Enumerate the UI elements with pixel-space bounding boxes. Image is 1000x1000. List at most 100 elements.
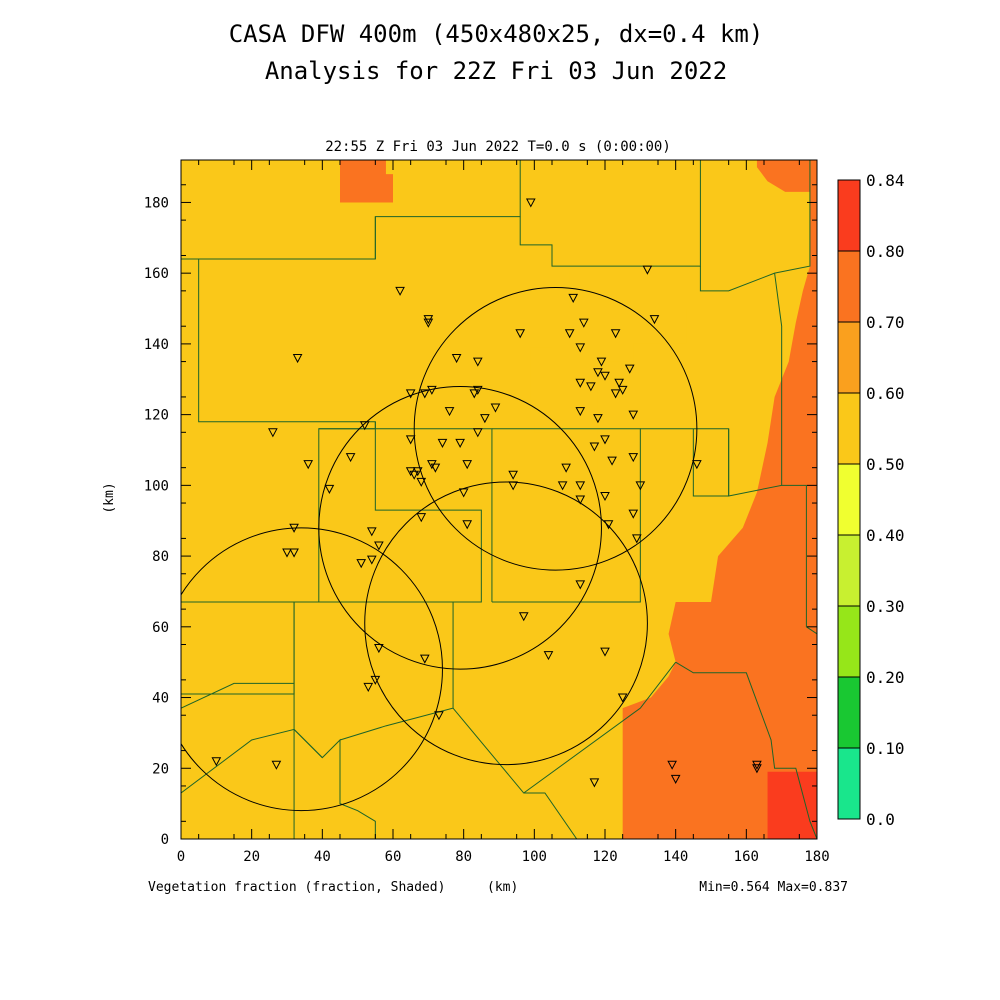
station-marker-89 [667,760,677,770]
station-marker-83 [363,682,374,692]
station-marker-30 [490,403,501,413]
station-marker-46 [303,460,314,470]
station-marker-16 [593,368,603,378]
station-marker-22 [624,364,635,374]
station-marker-77 [575,580,586,590]
station-marker-15 [596,357,607,367]
station-marker-37 [607,456,617,466]
colorbar-label-7: 0.70 [866,313,905,332]
station-marker-53 [416,477,427,487]
range-ring-3 [364,481,648,766]
colorbar-segment-6 [838,322,860,393]
x-tick-label-0: 0 [177,849,185,865]
colorbar-label-1: 0.10 [866,739,905,758]
station-marker-71 [631,534,642,544]
county-boundary-13 [181,682,295,709]
station-markers [211,198,762,788]
station-marker-52 [430,463,441,473]
station-marker-88 [271,760,282,770]
county-boundary-19 [675,661,817,839]
station-marker-33 [575,407,586,417]
station-marker-80 [419,654,430,664]
station-marker-17 [586,382,596,392]
station-marker-1 [395,286,405,296]
range-ring-1 [318,385,602,670]
shaded-region-0 [530,266,687,479]
y-tick-label-2: 40 [152,691,169,707]
station-marker-27 [427,385,437,395]
station-marker-69 [603,520,614,530]
county-boundary-4 [699,160,811,292]
radar-range-rings [181,286,698,812]
station-marker-81 [543,651,554,661]
station-marker-23 [610,389,621,399]
colorbar-label-6: 0.60 [866,384,905,403]
colorbar-label-0: 0.0 [866,810,895,829]
main-title: CASA DFW 400m (450x480x25, dx=0.4 km) [229,20,764,48]
station-marker-47 [345,453,356,463]
station-marker-34 [593,414,603,424]
x-tick-label-7: 140 [663,849,688,865]
station-marker-18 [575,378,586,388]
station-marker-86 [434,711,444,721]
station-marker-19 [614,378,624,388]
station-marker-72 [462,520,473,530]
plot-area: 0 20 40 60 80 100 120 140 160 180 0 20 40 60 80 100 120 1… [144,159,830,865]
colorbar-label-4: 0.40 [866,526,905,545]
x-tick-label-9: 180 [804,849,829,865]
station-marker-42 [405,435,416,445]
plot-frame [180,159,818,840]
station-marker-26 [405,389,416,399]
county-boundary-0 [181,258,482,603]
y-tick-label-0: 0 [161,832,169,848]
station-marker-45 [472,428,483,438]
station-marker-67 [374,541,384,551]
station-marker-21 [617,385,628,395]
station-marker-74 [289,548,299,558]
county-boundary-3 [519,160,701,267]
valid-time-label: 22:55 Z Fri 03 Jun 2022 T=0.0 s (0:00:00… [325,139,671,155]
station-marker-3 [423,318,434,328]
colorbar-frame [837,179,861,820]
y-tick-label-5: 100 [144,478,169,494]
colorbar-segment-7 [838,251,860,322]
station-marker-65 [289,523,299,533]
county-boundary-16 [339,602,454,741]
y-tick-label-1: 20 [152,761,169,777]
shaded-region-3 [767,771,817,839]
station-marker-4 [292,354,303,364]
station-marker-60 [635,481,646,491]
y-tick-label-3: 60 [152,620,169,636]
station-marker-76 [366,555,377,565]
colorbar-segment-4 [838,464,860,535]
colorbar-segment-1 [838,677,860,748]
shaded-region-1 [340,160,393,203]
station-marker-39 [692,460,702,470]
county-boundaries [181,160,817,839]
y-tick-label-4: 80 [152,549,169,565]
station-marker-40 [268,428,278,438]
station-marker-5 [568,293,579,303]
station-marker-0 [525,198,536,208]
station-marker-55 [508,470,518,480]
min-max-label: Min=0.564 Max=0.837 [699,880,848,895]
station-marker-25 [419,389,430,399]
station-marker-36 [589,442,600,452]
colorbar-label-3: 0.30 [866,597,905,616]
county-boundary-17 [452,707,578,839]
x-tick-label-3: 60 [385,849,402,865]
station-marker-78 [518,612,529,622]
y-tick-label-6: 120 [144,408,169,424]
range-ring-0 [181,527,443,812]
station-marker-12 [451,354,462,364]
county-boundary-15 [293,729,323,759]
colorbar: 0.0 0.10 0.20 0.30 0.40 0.50 0.60 0.70 0.80 0.84 [837,171,905,829]
station-marker-75 [356,559,367,569]
station-marker-20 [600,371,610,381]
station-marker-44 [455,438,465,448]
station-marker-68 [575,495,586,505]
station-marker-35 [600,435,610,445]
x-tick-label-1: 20 [243,849,260,865]
colorbar-segment-3 [838,535,860,606]
station-marker-14 [575,343,586,353]
